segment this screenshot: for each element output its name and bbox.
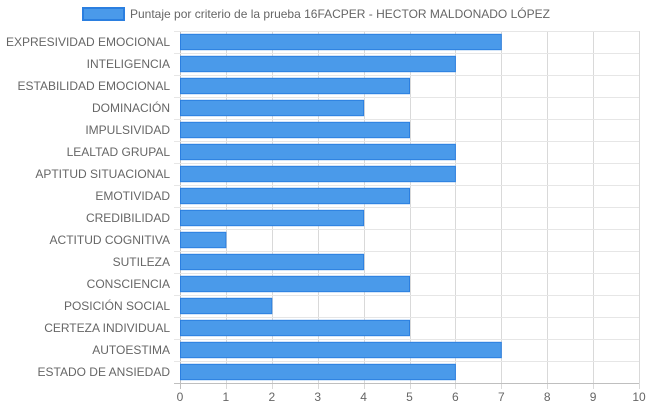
bar[interactable]	[180, 297, 273, 315]
category-label: CERTEZA INDIVIDUAL	[44, 321, 170, 335]
category-label: IMPULSIVIDAD	[85, 123, 170, 137]
bar[interactable]	[180, 253, 365, 271]
x-tick-labels: 0 1 2 3 4 5 6 7 8 9 10	[177, 390, 646, 404]
category-label: EMOTIVIDAD	[95, 189, 170, 203]
bar[interactable]	[180, 231, 227, 249]
category-label: SUTILEZA	[113, 255, 170, 269]
bar[interactable]	[180, 275, 410, 293]
bar[interactable]	[180, 209, 365, 227]
x-tick-label: 1	[223, 390, 230, 404]
x-tick-label: 7	[498, 390, 505, 404]
x-tick-label: 10	[632, 390, 646, 404]
x-tick-label: 3	[314, 390, 321, 404]
category-labels: EXPRESIVIDAD EMOCIONAL INTELIGENCIA ESTABI…	[6, 35, 170, 379]
bar[interactable]	[180, 121, 410, 139]
category-label: DOMINACIÓN	[92, 100, 170, 115]
category-label: ACTITUD COGNITIVA	[50, 233, 170, 247]
bar[interactable]	[180, 55, 456, 73]
category-label: ESTABILIDAD EMOCIONAL	[18, 79, 171, 93]
category-label: LEALTAD GRUPAL	[67, 145, 171, 159]
x-tick-label: 0	[177, 390, 184, 404]
grid	[174, 31, 640, 389]
category-label: CONSCIENCIA	[87, 277, 170, 291]
bar[interactable]	[180, 143, 456, 161]
bar[interactable]	[180, 187, 410, 205]
category-label: EXPRESIVIDAD EMOCIONAL	[6, 35, 170, 49]
category-label: APTITUD SITUACIONAL	[35, 167, 170, 181]
legend-swatch	[82, 7, 125, 21]
x-tick-label: 5	[406, 390, 413, 404]
category-label: ESTADO DE ANSIEDAD	[38, 365, 171, 379]
bar[interactable]	[180, 33, 502, 51]
x-tick-label: 2	[268, 390, 275, 404]
legend-series-name: Puntaje por criterio de la prueba 16FACP…	[130, 6, 550, 21]
x-tick-label: 9	[590, 390, 597, 404]
x-tick-label: 8	[544, 390, 551, 404]
bar[interactable]	[180, 77, 410, 95]
category-label: POSICIÓN SOCIAL	[64, 298, 170, 313]
category-label: CREDIBILIDAD	[86, 211, 170, 225]
category-label: INTELIGENCIA	[87, 57, 170, 71]
bar[interactable]	[180, 165, 456, 183]
bar[interactable]	[180, 99, 365, 117]
x-tick-label: 4	[360, 390, 367, 404]
bar[interactable]	[180, 319, 410, 337]
bar[interactable]	[180, 363, 456, 381]
bars	[180, 33, 502, 381]
legend[interactable]: Puntaje por criterio de la prueba 16FACP…	[82, 6, 550, 21]
x-tick-label: 6	[452, 390, 459, 404]
bar[interactable]	[180, 341, 502, 359]
category-label: AUTOESTIMA	[92, 343, 170, 357]
